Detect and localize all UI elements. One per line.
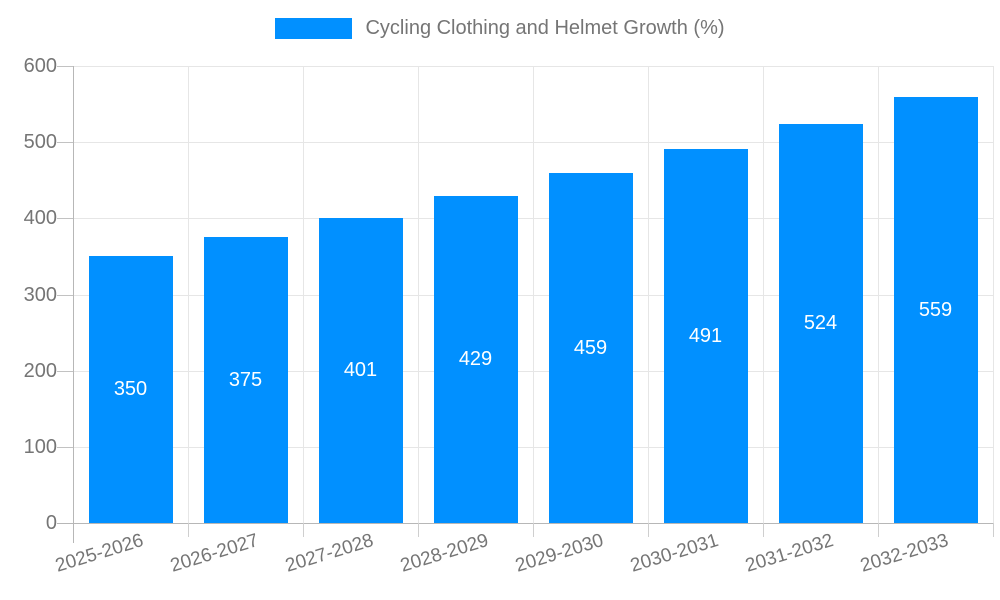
y-axis-tick-label: 500: [23, 131, 57, 153]
bar-value-label: 375: [228, 368, 263, 391]
legend-label: Cycling Clothing and Helmet Growth (%): [365, 17, 725, 39]
x-tick-mark: [533, 523, 534, 537]
y-axis-tick-label: 200: [23, 360, 57, 382]
x-axis-tick-label: 2030-2031: [627, 530, 721, 577]
vertical-gridline: [993, 66, 994, 523]
bar[interactable]: 524: [778, 123, 863, 523]
vertical-gridline: [188, 66, 189, 523]
y-axis-line: [73, 66, 74, 543]
x-tick-mark: [303, 523, 304, 537]
vertical-gridline: [648, 66, 649, 523]
x-tick-mark: [418, 523, 419, 537]
x-axis-tick-label: 2025-2026: [52, 530, 146, 577]
x-axis-tick-label: 2027-2028: [282, 530, 376, 577]
bar[interactable]: 459: [548, 173, 633, 523]
vertical-gridline: [763, 66, 764, 523]
bar[interactable]: 401: [318, 217, 403, 523]
chart-legend: Cycling Clothing and Helmet Growth (%): [0, 17, 1000, 40]
legend-swatch: [275, 18, 353, 39]
x-tick-mark: [993, 523, 994, 537]
x-axis-tick-label: 2028-2029: [397, 530, 491, 577]
bar[interactable]: 375: [203, 237, 288, 523]
bar-value-label: 459: [573, 336, 608, 359]
y-tick-mark: [57, 66, 73, 67]
bar-value-label: 429: [458, 348, 493, 371]
x-axis-tick-label: 2026-2027: [167, 530, 261, 577]
vertical-gridline: [303, 66, 304, 523]
y-axis-tick-label: 400: [23, 207, 57, 229]
bar-value-label: 350: [113, 378, 148, 401]
x-axis-tick-label: 2029-2030: [512, 530, 606, 577]
y-tick-mark: [57, 295, 73, 296]
y-tick-mark: [57, 142, 73, 143]
y-tick-mark: [57, 447, 73, 448]
bar-value-label: 559: [918, 298, 953, 321]
x-axis-tick-label: 2031-2032: [742, 530, 836, 577]
bar-value-label: 524: [803, 311, 838, 334]
x-axis-tick-label: 2032-2033: [857, 530, 951, 577]
y-axis-tick-label: 300: [23, 284, 57, 306]
vertical-gridline: [533, 66, 534, 523]
vertical-gridline: [878, 66, 879, 523]
x-tick-mark: [878, 523, 879, 537]
y-tick-mark: [57, 523, 73, 524]
y-tick-mark: [57, 371, 73, 372]
bar-value-label: 491: [688, 324, 723, 347]
bar[interactable]: 350: [88, 256, 173, 523]
vertical-gridline: [418, 66, 419, 523]
bar-value-label: 401: [343, 358, 378, 381]
bar[interactable]: 491: [663, 149, 748, 523]
y-axis-tick-label: 600: [23, 55, 57, 77]
x-tick-mark: [188, 523, 189, 537]
y-axis-tick-label: 0: [45, 512, 57, 534]
bar[interactable]: 559: [893, 97, 978, 523]
x-tick-mark: [648, 523, 649, 537]
y-tick-mark: [57, 218, 73, 219]
x-tick-mark: [763, 523, 764, 537]
bar[interactable]: 429: [433, 196, 518, 523]
y-axis-tick-label: 100: [23, 436, 57, 458]
